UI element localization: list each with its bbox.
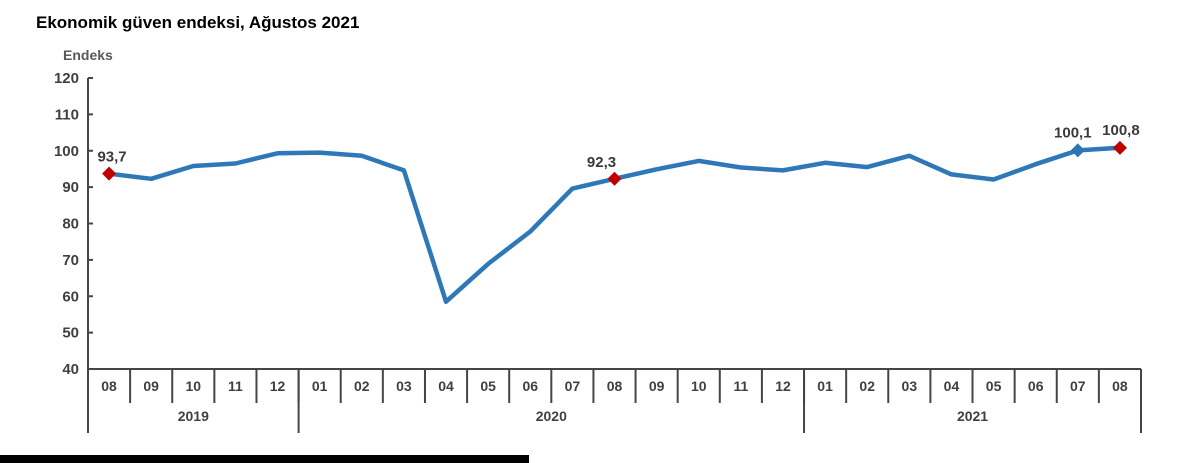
month-tick-label: 06 — [1028, 378, 1044, 394]
month-tick-label: 07 — [565, 378, 581, 394]
year-tick-label: 2019 — [178, 408, 209, 424]
month-tick-label: 05 — [480, 378, 496, 394]
data-point-marker — [607, 171, 622, 186]
month-tick-label: 12 — [775, 378, 791, 394]
y-tick-label: 80 — [62, 216, 79, 233]
month-tick-label: 08 — [101, 378, 117, 394]
month-tick-label: 09 — [649, 378, 665, 394]
y-axis-title: Endeks — [63, 47, 113, 63]
month-tick-label: 06 — [522, 378, 538, 394]
month-tick-label: 11 — [228, 378, 243, 394]
month-tick-label: 04 — [438, 378, 454, 394]
y-tick-label: 70 — [62, 252, 79, 269]
data-point-label: 100,8 — [1102, 122, 1140, 139]
month-tick-label: 09 — [143, 378, 159, 394]
month-tick-label: 02 — [859, 378, 875, 394]
index-line-series — [106, 145, 1123, 304]
bottom-bar — [0, 455, 529, 463]
month-tick-label: 02 — [354, 378, 370, 394]
month-tick-label: 05 — [986, 378, 1002, 394]
y-tick-label: 50 — [62, 325, 79, 342]
data-point-label: 92,3 — [587, 154, 616, 171]
year-tick-label: 2020 — [536, 408, 567, 424]
y-tick-label: 100 — [54, 143, 79, 160]
data-point-marker — [1070, 143, 1085, 158]
year-tick-label: 2021 — [957, 408, 988, 424]
y-tick-label: 60 — [62, 288, 79, 305]
y-tick-label: 40 — [62, 361, 79, 378]
month-tick-label: 10 — [186, 378, 202, 394]
month-tick-label: 04 — [944, 378, 960, 394]
chart-title: Ekonomik güven endeksi, Ağustos 2021 — [36, 13, 360, 32]
month-tick-label: 03 — [902, 378, 918, 394]
month-tick-label: 10 — [691, 378, 707, 394]
y-tick-label: 90 — [62, 179, 79, 196]
data-point-label: 93,7 — [97, 149, 126, 166]
month-tick-label: 08 — [1112, 378, 1128, 394]
data-point-marker — [102, 166, 117, 181]
data-point-label: 100,1 — [1054, 124, 1092, 141]
data-point-marker — [1112, 140, 1127, 155]
month-tick-label: 11 — [733, 378, 748, 394]
month-tick-label: 08 — [607, 378, 623, 394]
month-tick-label: 01 — [817, 378, 833, 394]
month-tick-label: 01 — [312, 378, 328, 394]
y-tick-label: 120 — [54, 70, 79, 87]
month-tick-label: 03 — [396, 378, 412, 394]
month-tick-label: 12 — [270, 378, 286, 394]
month-tick-label: 07 — [1070, 378, 1086, 394]
y-tick-label: 110 — [55, 106, 79, 123]
